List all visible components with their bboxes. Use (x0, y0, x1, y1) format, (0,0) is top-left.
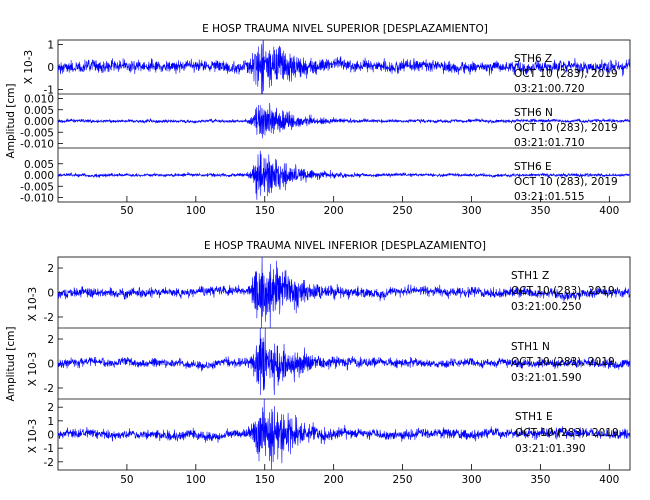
bottom-n-y-tick-label: 0 (47, 359, 54, 371)
top-group: E HOSP TRAUMA NIVEL SUPERIOR [DESPLAZAMI… (5, 23, 631, 217)
bottom-e-y-tick-label: -2 (44, 457, 54, 469)
top-e-station-label: STH6 E (514, 161, 552, 173)
top-e-y-ticks (58, 163, 63, 198)
bottom-e-y-tick-label: 0 (47, 430, 54, 442)
top-x-tick-label: 50 (120, 205, 133, 217)
top-z-date-label: OCT 10 (283), 2019 (514, 68, 618, 80)
bottom-z-station-label: STH1 Z (511, 270, 549, 282)
top-e-waveform (57, 150, 631, 200)
top-n-y-tick-label: -0.005 (20, 127, 54, 139)
bottom-e-y-tick-label: 2 (47, 402, 54, 414)
top-x-tick-labels: 50 100 150 200 250 300 350 400 (120, 205, 619, 217)
top-n-y-tick-label: 0.010 (24, 94, 54, 106)
top-z-y-tick-label: -1 (44, 85, 54, 97)
top-e-date-label: OCT 10 (283), 2019 (514, 176, 618, 188)
bottom-n-y-tick-label: 2 (47, 334, 54, 346)
top-y-axis-label: Amplitud [cm] (5, 84, 17, 159)
bottom-z-scale-label: X 10-3 (27, 287, 39, 321)
top-z-station-label: STH6 Z (514, 53, 552, 65)
bottom-y-axis-label: Amplitud [cm] (5, 327, 17, 402)
bottom-e-station-label: STH1 E (515, 411, 553, 423)
bottom-x-tick-labels: 50 100 150 200 250 300 350 400 (120, 474, 619, 486)
bottom-n-panel: 2 0 -2 X 10-3 STH1 N OCT 10 (283), 2019 … (27, 327, 631, 396)
top-e-y-tick-label: 0.000 (24, 170, 54, 182)
bottom-z-y-ticks (58, 267, 63, 318)
top-e-panel: 0.005 0.000 -0.005 -0.010 STH6 E OCT 10 … (20, 150, 631, 205)
bottom-n-y-tick-label: -2 (44, 383, 54, 395)
bottom-n-time-label: 03:21:01.590 (511, 372, 582, 384)
top-n-y-tick-label: 0.005 (24, 105, 54, 117)
bottom-x-tick-label: 250 (393, 474, 413, 486)
top-x-tick-label: 400 (599, 205, 619, 217)
top-n-y-tick-label: -0.010 (20, 139, 54, 151)
bottom-x-tick-label: 400 (599, 474, 619, 486)
bottom-z-y-tick-label: 2 (47, 263, 54, 275)
top-n-date-label: OCT 10 (283), 2019 (514, 122, 618, 134)
bottom-n-station-label: STH1 N (511, 341, 550, 353)
top-z-time-label: 03:21:00.720 (514, 83, 585, 95)
bottom-x-tick-label: 50 (120, 474, 133, 486)
top-x-ticks (126, 196, 610, 202)
top-z-y-tick-label: 0 (47, 62, 54, 74)
bottom-z-date-label: OCT 10 (283), 2019 (511, 285, 615, 297)
top-x-tick-label: 300 (461, 205, 481, 217)
top-x-tick-label: 100 (186, 205, 206, 217)
top-z-waveform (57, 39, 631, 95)
top-n-time-label: 03:21:01.710 (514, 137, 585, 149)
bottom-z-panel: 2 0 -2 X 10-3 STH1 Z OCT 10 (283), 2019 … (27, 256, 631, 329)
top-e-y-tick-label: 0.005 (24, 159, 54, 171)
bottom-z-waveform (57, 256, 631, 329)
bottom-n-scale-label: X 10-3 (27, 352, 39, 386)
bottom-e-y-tick-label: -1 (44, 443, 54, 455)
bottom-e-scale-label: X 10-3 (27, 419, 39, 453)
top-n-station-label: STH6 N (514, 107, 553, 119)
bottom-x-tick-label: 200 (324, 474, 344, 486)
top-z-scale-label: X 10-3 (23, 50, 35, 84)
top-x-tick-label: 150 (255, 205, 275, 217)
bottom-x-ticks (126, 464, 610, 470)
bottom-e-date-label: OCT 10 (283), 2019 (515, 427, 619, 439)
bottom-x-tick-label: 300 (461, 474, 481, 486)
top-e-y-tick-label: -0.005 (20, 181, 54, 193)
bottom-e-panel: 2 1 0 -1 -2 X 10-3 STH1 E OCT 10 (283), … (27, 398, 631, 471)
bottom-x-tick-label: 350 (530, 474, 550, 486)
bottom-z-y-tick-label: 0 (47, 288, 54, 300)
top-z-panel: 1 0 -1 X 10-3 STH6 Z OCT 10 (283), 2019 … (23, 39, 631, 97)
bottom-n-date-label: OCT 10 (283), 2019 (511, 356, 615, 368)
bottom-n-waveform (57, 327, 631, 396)
top-e-time-label: 03:21:01.515 (514, 191, 585, 203)
top-title: E HOSP TRAUMA NIVEL SUPERIOR [DESPLAZAMI… (202, 23, 488, 35)
top-x-tick-label: 200 (324, 205, 344, 217)
top-x-tick-label: 350 (530, 205, 550, 217)
bottom-title: E HOSP TRAUMA NIVEL INFERIOR [DESPLAZAMI… (204, 240, 486, 252)
top-n-y-tick-label: 0.000 (24, 116, 54, 128)
bottom-x-tick-label: 150 (255, 474, 275, 486)
top-e-y-tick-label: -0.010 (20, 193, 54, 205)
bottom-e-time-label: 03:21:01.390 (515, 443, 586, 455)
top-n-waveform (57, 102, 631, 139)
bottom-e-y-tick-label: 1 (47, 416, 54, 428)
bottom-x-tick-label: 100 (186, 474, 206, 486)
bottom-group: E HOSP TRAUMA NIVEL INFERIOR [DESPLAZAMI… (5, 240, 631, 486)
top-n-panel: 0.010 0.005 0.000 -0.005 -0.010 STH6 N O… (20, 94, 631, 151)
bottom-z-y-tick-label: -2 (44, 312, 54, 324)
top-x-tick-label: 250 (393, 205, 413, 217)
bottom-z-time-label: 03:21:00.250 (511, 301, 582, 313)
bottom-e-waveform (57, 398, 631, 471)
top-z-y-tick-label: 1 (47, 40, 54, 52)
